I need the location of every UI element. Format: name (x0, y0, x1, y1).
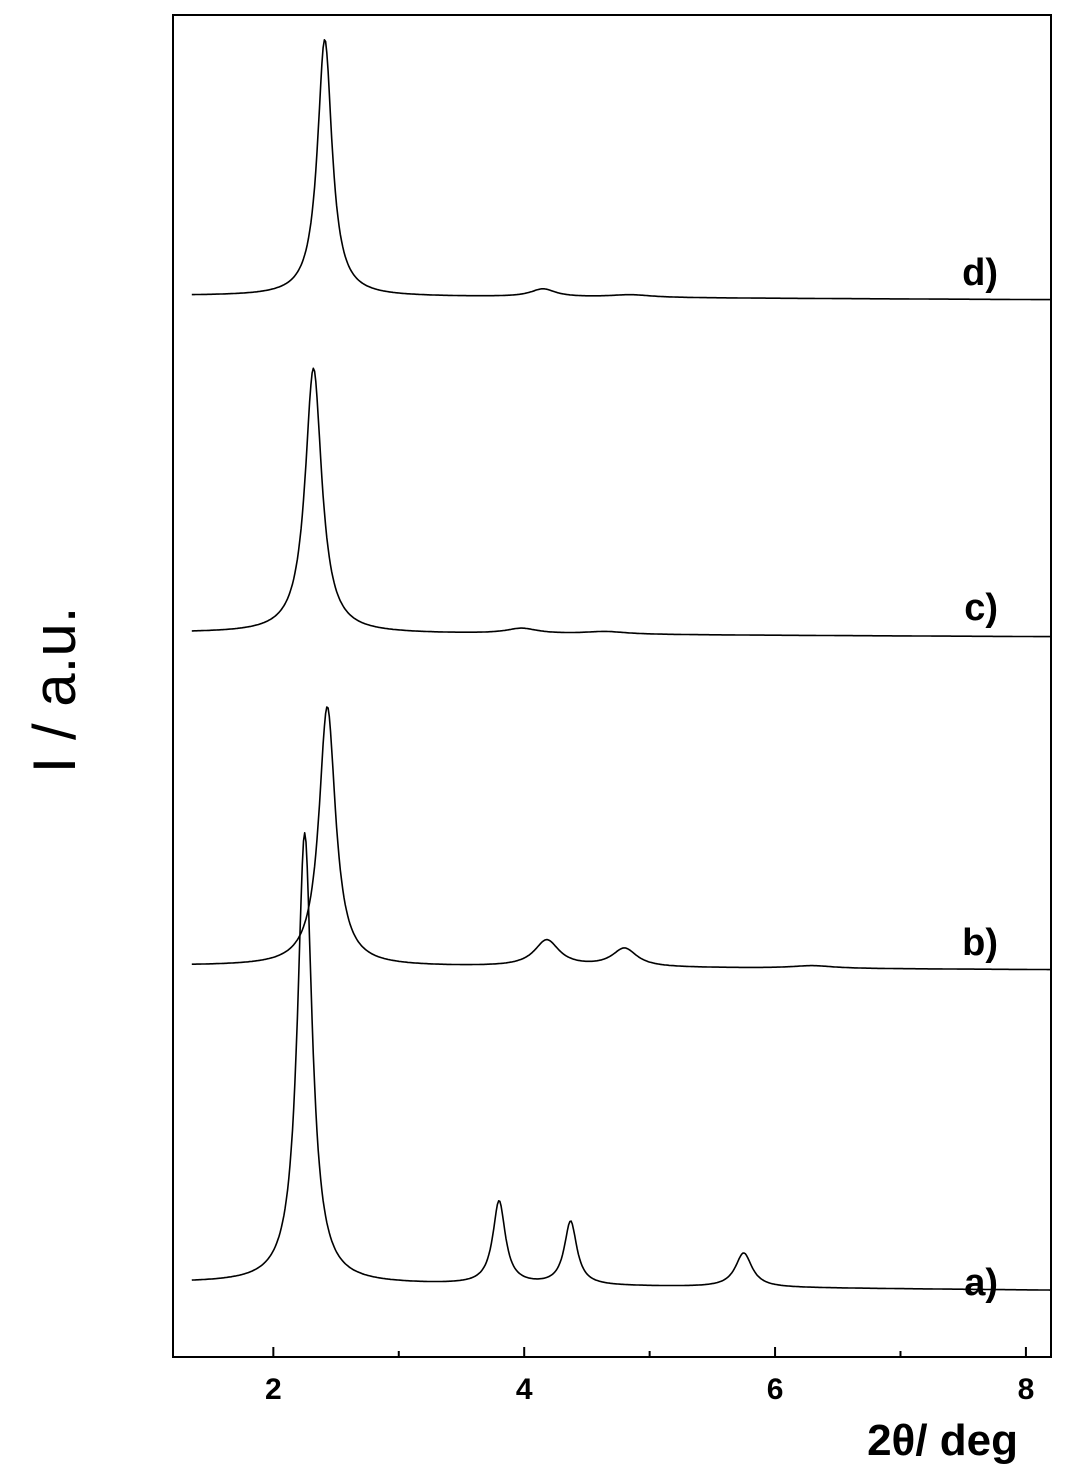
x-axis-label: 2θ/ deg (867, 1416, 1018, 1465)
series-traces (191, 39, 1051, 1291)
series-trace-d (191, 39, 1051, 301)
plot-frame (172, 14, 1052, 1358)
x-tick-label: 8 (1018, 1373, 1035, 1406)
x-axis: 2 4 6 8 (265, 1347, 1034, 1406)
x-tick-label: 2 (265, 1373, 282, 1406)
series-trace-b (191, 706, 1051, 971)
series-labels: a) b) c) d) (962, 252, 998, 1304)
series-label-b: b) (962, 922, 998, 964)
series-trace-c (191, 367, 1051, 638)
series-label-a: a) (964, 1262, 998, 1304)
series-label-c: c) (964, 587, 998, 629)
y-axis-label: I / a.u. (21, 607, 88, 774)
x-tick-label: 4 (516, 1373, 533, 1406)
series-label-d: d) (962, 252, 998, 294)
series-trace-a (191, 832, 1051, 1291)
x-tick-label: 6 (767, 1373, 784, 1406)
